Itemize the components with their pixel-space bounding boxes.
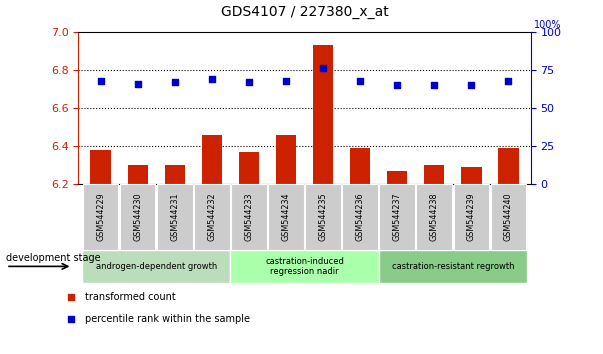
Bar [230, 250, 379, 283]
Text: GSM544233: GSM544233 [244, 193, 253, 241]
Point [96, 78, 106, 84]
Text: GSM544238: GSM544238 [430, 193, 439, 241]
Bar [379, 250, 527, 283]
Bar [239, 152, 259, 184]
Bar [201, 135, 222, 184]
Bar [498, 148, 519, 184]
Bar [83, 184, 118, 250]
Bar [127, 165, 148, 184]
Text: GSM544231: GSM544231 [170, 193, 179, 241]
Bar [157, 184, 192, 250]
Bar [461, 167, 482, 184]
Point [311, 209, 321, 214]
Bar [350, 148, 370, 184]
Bar [268, 184, 304, 250]
Point [170, 79, 180, 85]
Bar [305, 184, 341, 250]
Point [504, 78, 513, 84]
Point [244, 79, 254, 85]
Bar [424, 165, 444, 184]
Bar [379, 184, 415, 250]
Text: GSM544232: GSM544232 [207, 193, 216, 241]
Text: GSM544234: GSM544234 [282, 193, 291, 241]
Bar [417, 184, 452, 250]
Text: GSM544230: GSM544230 [133, 193, 142, 241]
Text: castration-resistant regrowth: castration-resistant regrowth [391, 262, 514, 271]
Point [318, 65, 328, 71]
Point [311, 16, 321, 21]
Text: androgen-dependent growth: androgen-dependent growth [96, 262, 217, 271]
Point [281, 78, 291, 84]
Bar [90, 150, 111, 184]
Text: 100%: 100% [534, 20, 561, 30]
Point [133, 81, 142, 86]
Bar [453, 184, 489, 250]
Text: GSM544229: GSM544229 [96, 193, 105, 241]
Point [207, 76, 216, 82]
Bar [343, 184, 378, 250]
Point [393, 82, 402, 88]
Text: GSM544235: GSM544235 [318, 193, 327, 241]
Bar [120, 184, 156, 250]
Text: development stage: development stage [6, 252, 101, 263]
Bar [231, 184, 267, 250]
Bar [313, 45, 333, 184]
Point [429, 82, 439, 88]
Text: GSM544236: GSM544236 [356, 193, 365, 241]
Text: transformed count: transformed count [86, 292, 176, 302]
Text: GSM544237: GSM544237 [393, 193, 402, 241]
Text: GDS4107 / 227380_x_at: GDS4107 / 227380_x_at [221, 5, 388, 19]
Bar [194, 184, 230, 250]
Bar [491, 184, 526, 250]
Bar [82, 250, 230, 283]
Text: GSM544240: GSM544240 [504, 193, 513, 241]
Bar [276, 135, 296, 184]
Point [467, 82, 476, 88]
Text: castration-induced
regression nadir: castration-induced regression nadir [265, 257, 344, 276]
Bar [165, 165, 185, 184]
Bar [387, 171, 408, 184]
Point [355, 78, 365, 84]
Text: percentile rank within the sample: percentile rank within the sample [86, 314, 250, 324]
Text: GSM544239: GSM544239 [467, 193, 476, 241]
